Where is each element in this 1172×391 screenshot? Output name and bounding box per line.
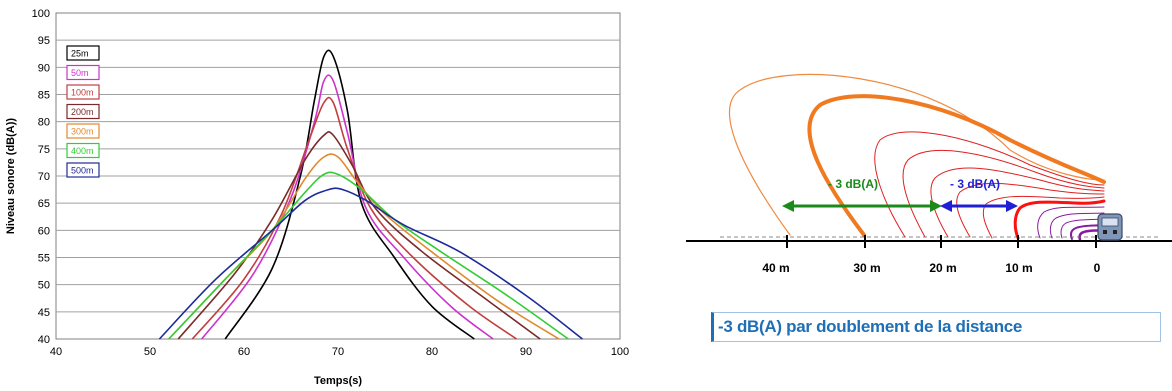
y-tick-labels: 40 45 50 55 60 65 70 75 80 85 90 95 100 <box>32 8 50 346</box>
series-lines <box>158 49 583 340</box>
noise-level-chart: 40 45 50 55 60 65 70 75 80 85 90 95 100 40 50 60 70 80 90… <box>5 8 629 387</box>
legend: 25m 50m 100m 200m 300m 400m 500m <box>66 45 100 178</box>
legend-label: 50m <box>71 68 89 78</box>
y-tick-label: 100 <box>32 8 50 20</box>
legend-label: 300m <box>71 127 94 137</box>
legend-label: 25m <box>71 49 89 59</box>
y-tick-label: 55 <box>38 253 50 265</box>
y-tick-label: 40 <box>38 334 50 346</box>
contour-red-5 <box>982 195 1105 239</box>
tick-0: 0 <box>1094 261 1101 275</box>
contour-purple-1 <box>1037 206 1105 239</box>
series-line-100m <box>191 96 518 340</box>
contour-red-4 <box>956 183 1105 238</box>
legend-label: 100m <box>71 88 94 98</box>
blue-arrow <box>940 200 1018 212</box>
contour-purple-2 <box>1049 212 1105 239</box>
series-line-500m <box>158 187 583 340</box>
y-tick-label: 50 <box>38 280 50 292</box>
y-tick-label: 60 <box>38 225 50 237</box>
x-tick-labels: 40 50 60 70 80 90 100 <box>50 346 629 358</box>
caption-box: -3 dB(A) par doublement de la distance <box>711 312 1161 342</box>
y-tick-label: 70 <box>38 171 50 183</box>
green-arrow <box>782 200 942 212</box>
x-tick-label: 100 <box>611 346 629 358</box>
distance-ticks <box>786 235 1097 248</box>
x-tick-label: 40 <box>50 346 62 358</box>
series-line-50m <box>201 74 494 340</box>
contour-red-2 <box>902 149 1105 238</box>
y-tick-label: 65 <box>38 198 50 210</box>
legend-label: 200m <box>71 107 94 117</box>
y-tick-label: 90 <box>38 62 50 74</box>
legend-item-300m: 300m <box>66 123 100 139</box>
legend-label: 500m <box>71 166 94 176</box>
y-axis-label: Niveau sonore (dB(A)) <box>5 118 17 234</box>
legend-item-50m: 50m <box>66 64 100 81</box>
x-tick-label: 60 <box>238 346 250 358</box>
series-line-25m <box>224 49 475 340</box>
series-line-400m <box>168 171 569 340</box>
x-tick-label: 90 <box>520 346 532 358</box>
tick-30m: 30 m <box>853 261 880 275</box>
x-tick-label: 50 <box>144 346 156 358</box>
tick-20m: 20 m <box>929 261 956 275</box>
legend-item-500m: 500m <box>66 162 100 178</box>
blue-arrow-label: - 3 dB(A) <box>950 177 1000 191</box>
tick-10m: 10 m <box>1005 261 1032 275</box>
green-arrow-label: - 3 dB(A) <box>828 177 878 191</box>
y-tick-label: 75 <box>38 144 50 156</box>
legend-item-400m: 400m <box>66 142 100 159</box>
y-tick-label: 45 <box>38 307 50 319</box>
distance-attenuation-diagram: 40 m 30 m 20 m 10 m 0 - 3 dB(A) - 3 dB(A… <box>686 73 1172 275</box>
x-tick-label: 70 <box>332 346 344 358</box>
y-tick-label: 80 <box>38 117 50 129</box>
contour-purple-3 <box>1060 218 1105 239</box>
contour-thick-orange <box>807 94 1106 237</box>
legend-item-200m: 200m <box>66 103 100 120</box>
sound-contours <box>729 73 1106 242</box>
x-tick-label: 80 <box>426 346 438 358</box>
contour-purple-4 <box>1070 224 1105 240</box>
legend-item-25m: 25m <box>66 45 100 61</box>
legend-item-100m: 100m <box>66 84 100 100</box>
contour-red-thick <box>1013 199 1106 240</box>
x-axis-label: Temps(s) <box>314 375 362 387</box>
y-tick-label: 95 <box>38 35 50 47</box>
contour-outer <box>729 73 1105 236</box>
y-tick-label: 85 <box>38 90 50 102</box>
legend-label: 400m <box>71 146 94 156</box>
contour-red-1 <box>874 131 1105 238</box>
train-icon <box>1097 213 1123 241</box>
tick-40m: 40 m <box>762 261 789 275</box>
